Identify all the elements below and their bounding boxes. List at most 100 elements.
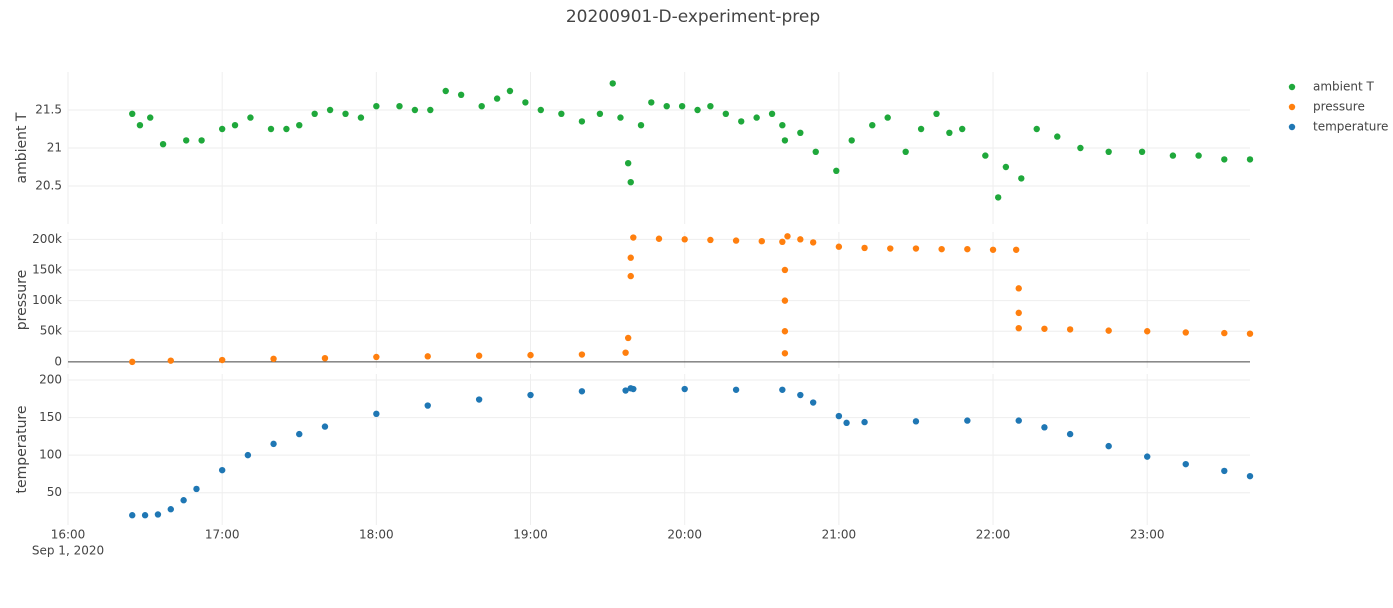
data-point [622, 349, 629, 356]
data-point [1195, 152, 1202, 159]
legend-label: temperature [1313, 120, 1388, 134]
data-point [779, 238, 786, 246]
x-tick-label: 19:00 [513, 528, 548, 542]
data-point [758, 237, 765, 245]
data-point [959, 125, 966, 133]
data-point [478, 103, 485, 110]
data-point [558, 110, 565, 118]
data-point [231, 122, 239, 129]
data-point [812, 148, 819, 155]
data-point [424, 402, 431, 409]
data-point [578, 388, 586, 395]
data-point [797, 236, 804, 243]
data-point [1246, 156, 1254, 163]
data-point [797, 391, 804, 399]
y-axis-title: pressure [14, 270, 30, 330]
data-point [1041, 325, 1048, 332]
data-point [357, 114, 365, 121]
data-point [753, 114, 760, 121]
data-point [861, 244, 868, 252]
data-point [1221, 467, 1228, 475]
data-point [270, 355, 277, 363]
data-point [373, 410, 380, 418]
data-point [1182, 329, 1189, 336]
data-point [506, 87, 514, 95]
data-point [648, 99, 655, 106]
data-point [938, 245, 945, 253]
data-point [1246, 472, 1254, 480]
data-point [321, 423, 329, 430]
data-point [396, 103, 403, 110]
data-point [732, 237, 740, 244]
data-point [694, 106, 701, 114]
data-point [779, 122, 786, 129]
data-point [1015, 285, 1022, 292]
y-tick-label: 100 [39, 448, 62, 462]
data-point [218, 125, 226, 133]
data-point [442, 87, 449, 95]
y-tick-label: 20.5 [35, 179, 62, 193]
data-point [129, 358, 136, 366]
legend-marker [1288, 83, 1296, 91]
data-point [578, 118, 586, 125]
data-point [218, 356, 226, 364]
data-point [982, 152, 989, 159]
data-point [989, 246, 997, 253]
data-point [136, 122, 144, 129]
data-point [424, 353, 431, 360]
data-point [475, 352, 483, 359]
y-tick-label: 150k [32, 262, 62, 276]
data-point [283, 125, 290, 133]
data-point [681, 385, 688, 393]
data-point [622, 387, 629, 394]
data-point [147, 114, 154, 121]
x-tick-label: 20:00 [667, 528, 702, 542]
data-point [373, 103, 380, 110]
data-point [946, 129, 953, 136]
y-tick-label: 21.5 [35, 103, 62, 117]
y-axis-title: temperature [14, 406, 30, 494]
data-point [722, 110, 730, 118]
data-point [624, 160, 632, 167]
data-point [1169, 152, 1177, 159]
data-point [933, 110, 940, 118]
data-point [578, 351, 586, 358]
data-point [833, 167, 840, 174]
data-point [247, 114, 254, 121]
grid [67, 72, 1250, 525]
data-point [1105, 148, 1112, 155]
data-point [738, 118, 745, 125]
data-point [1012, 246, 1020, 253]
x-tick-label: 21:00 [822, 528, 857, 542]
legend-label: pressure [1313, 100, 1365, 114]
legend-marker [1288, 123, 1296, 131]
data-point [1015, 417, 1022, 424]
data-point [809, 239, 817, 246]
data-point [167, 506, 174, 513]
data-point [141, 512, 149, 519]
data-point [964, 245, 971, 253]
data-point [1246, 330, 1254, 337]
legend-marker [1288, 103, 1296, 111]
data-point [917, 125, 925, 133]
y-tick-label: 150 [39, 410, 62, 424]
data-point [781, 266, 789, 274]
data-point [427, 106, 434, 114]
data-point [129, 110, 136, 118]
data-point [637, 122, 645, 129]
data-point [342, 110, 349, 118]
data-point [630, 234, 637, 241]
data-point [797, 129, 804, 136]
x-tick-label: 23:00 [1130, 528, 1165, 542]
data-point [781, 137, 789, 144]
data-point [1041, 424, 1048, 431]
data-point [1221, 329, 1228, 337]
data-point [167, 357, 174, 364]
data-point [869, 122, 876, 129]
data-point [781, 350, 789, 357]
data-point [321, 354, 329, 362]
x-tick-label: 18:00 [359, 528, 394, 542]
chart-title: 20200901-D-experiment-prep [566, 7, 820, 27]
data-point [1002, 163, 1010, 171]
y-tick-label: 200k [32, 232, 62, 246]
